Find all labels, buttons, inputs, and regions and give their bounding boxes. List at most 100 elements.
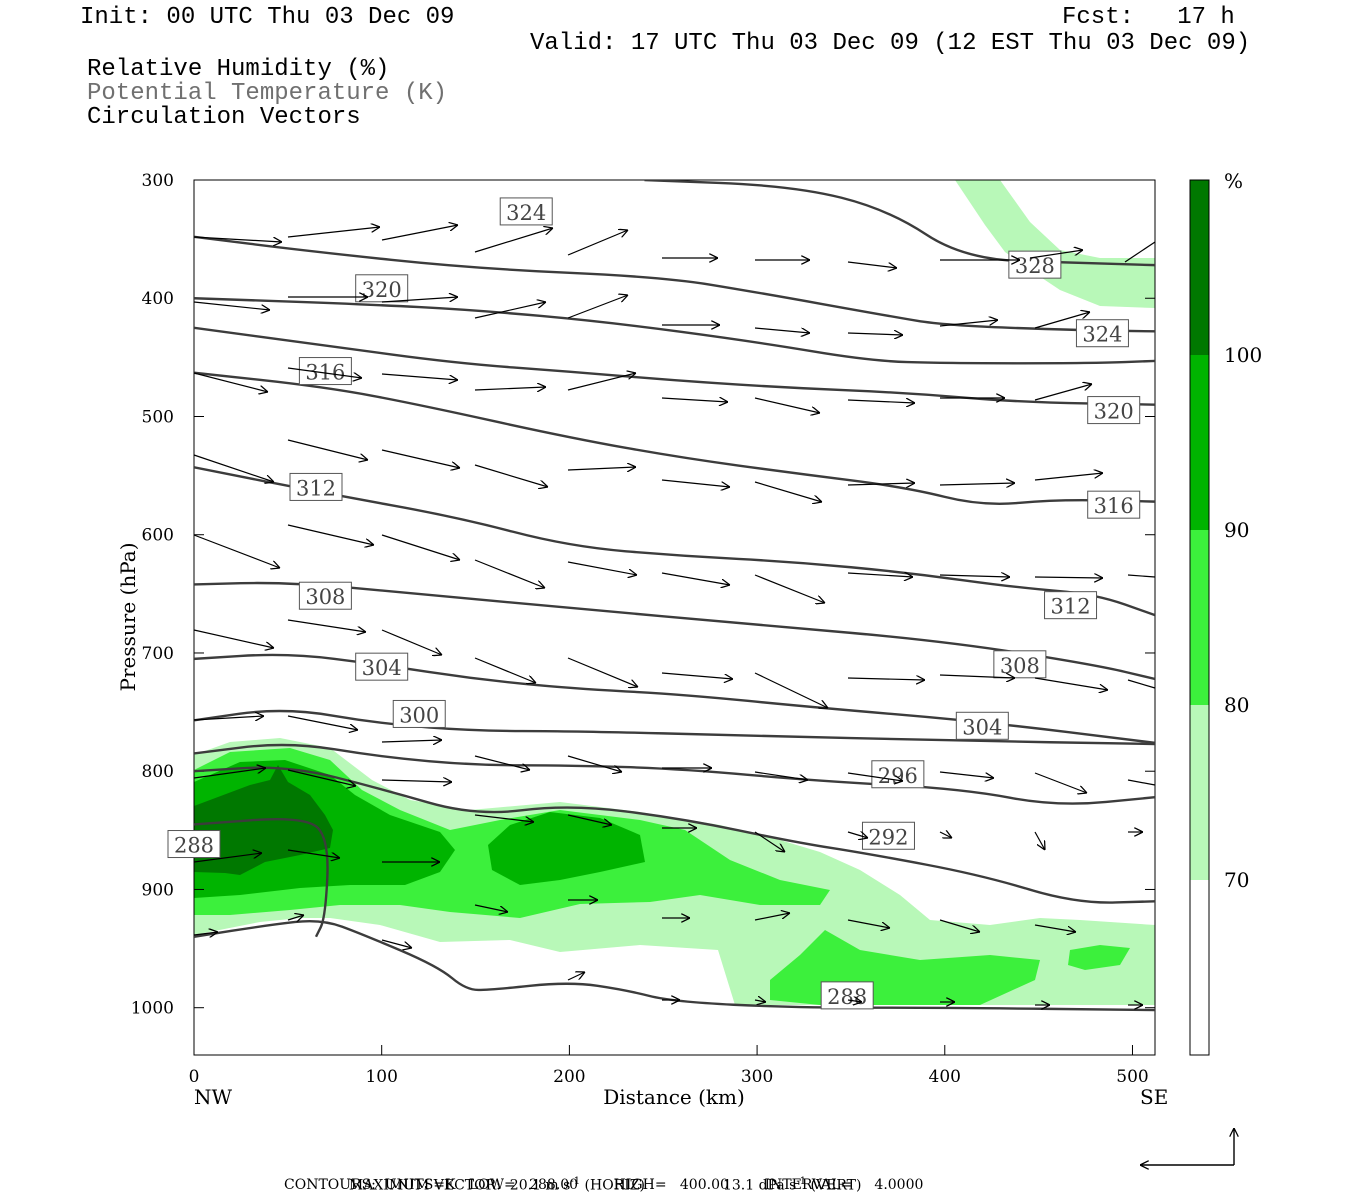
- theta-label-box: [298, 581, 352, 610]
- y-tick-label: 600: [142, 526, 174, 546]
- horiz-tag: (HORIZ): [584, 1177, 645, 1194]
- theta-label-320: 320: [355, 274, 409, 303]
- vector: [1127, 574, 1156, 578]
- vector: [847, 919, 890, 928]
- theta-label-300: 300: [392, 699, 446, 728]
- theta-contour-332: [644, 180, 1155, 267]
- vector: [661, 572, 730, 585]
- vector: [381, 740, 442, 742]
- vector: [939, 675, 1015, 678]
- vector: [287, 367, 362, 378]
- vector: [287, 769, 356, 786]
- vector: [847, 400, 915, 403]
- vector: [567, 561, 637, 575]
- rh-70-region-upper: [955, 180, 1155, 308]
- vector: [567, 755, 622, 772]
- vector: [474, 387, 546, 390]
- theta-label-text: 308: [1000, 654, 1040, 678]
- vector: [381, 373, 458, 380]
- colorbar-swatch-below: [1190, 880, 1209, 1055]
- rh-80-region-c: [1068, 945, 1130, 970]
- vector: [193, 853, 262, 863]
- theta-label-text: 288: [827, 985, 867, 1009]
- y-tick-label: 800: [142, 762, 174, 782]
- y-tick-label: 300: [142, 171, 174, 191]
- vector: [193, 534, 280, 568]
- y-tick-label: 500: [142, 407, 174, 427]
- colorbar-swatch-90: [1190, 355, 1209, 530]
- y-tick-label: 700: [142, 644, 174, 664]
- vector: [847, 573, 913, 577]
- vector: [1034, 677, 1108, 690]
- theta-contour-288: [194, 818, 329, 938]
- theta-label-text: 288: [174, 834, 214, 858]
- colorbar-label-100: 100: [1224, 343, 1262, 367]
- theta-contour-292: [194, 766, 1155, 904]
- vector: [381, 297, 458, 303]
- theta-label-308: 308: [993, 650, 1047, 679]
- vector: [287, 524, 374, 545]
- x-tick-label: 300: [741, 1067, 773, 1087]
- vector: [939, 575, 1010, 577]
- vector: [193, 301, 270, 310]
- vector: [754, 672, 828, 708]
- max-horiz-value: 20.1 m s: [509, 1177, 571, 1194]
- vector: [474, 814, 534, 822]
- vector: [474, 904, 508, 912]
- colorbar-label-80: 80: [1224, 693, 1249, 717]
- max-vector-label: MAXIMUM VECTOR:: [348, 1177, 501, 1194]
- x-tick-label: 500: [1116, 1067, 1148, 1087]
- vector: [754, 831, 785, 852]
- theta-label-text: 316: [1094, 494, 1134, 518]
- vector: [567, 814, 612, 825]
- theta-label-text: 300: [399, 703, 439, 727]
- vector: [381, 225, 458, 241]
- field-theta: Potential Temperature (K): [87, 80, 448, 107]
- theta-label-box: [861, 821, 915, 850]
- forecast-hour: Fcst: 17 h: [1062, 4, 1235, 31]
- vector: [381, 629, 442, 655]
- vector: [1034, 924, 1076, 932]
- theta-label-text: 320: [362, 278, 402, 302]
- theta-label-box: [820, 981, 874, 1010]
- vector: [847, 1000, 862, 1002]
- vector: [754, 574, 825, 603]
- vector: [847, 772, 903, 781]
- vector: [381, 780, 452, 782]
- vector: [847, 483, 915, 485]
- theta-label-box: [1087, 396, 1141, 425]
- vector: [939, 771, 994, 778]
- vector: [1034, 831, 1045, 850]
- y-axis-title: Pressure (hPa): [116, 543, 140, 692]
- vert-tag: (VERT): [810, 1177, 862, 1194]
- theta-label-320: 320: [1087, 396, 1141, 425]
- x-tick-label: 0: [189, 1067, 200, 1087]
- theta-label-292: 292: [861, 821, 915, 850]
- vector: [1034, 772, 1087, 793]
- theta-label-box: [167, 830, 221, 859]
- theta-label-text: 304: [362, 656, 402, 680]
- theta-label-box: [1075, 319, 1129, 348]
- theta-label-324: 324: [1075, 319, 1129, 348]
- theta-label-296: 296: [871, 760, 925, 789]
- theta-contour-320: [194, 326, 1155, 406]
- vector: [474, 464, 548, 487]
- vector: [754, 913, 790, 921]
- axis-ticks: 0 100 200 300 400 500 300 400 500 600 700 800 900 100…: [131, 171, 1155, 1087]
- circulation-vectors: [193, 225, 1156, 1005]
- vector: [193, 236, 282, 242]
- y-tick-label: 400: [142, 289, 174, 309]
- vector: [1127, 679, 1156, 689]
- theta-label-box: [1087, 490, 1141, 519]
- colorbar: % 100 90 80 70: [1189, 169, 1262, 1056]
- vector: [287, 227, 380, 238]
- vector: [754, 327, 810, 333]
- vector: [474, 228, 553, 253]
- vector: [474, 559, 545, 588]
- theta-label-text: 324: [506, 201, 546, 225]
- vector: [1034, 312, 1090, 329]
- vector: [474, 657, 536, 683]
- theta-label-text: 304: [962, 715, 1002, 739]
- theta-label-328: 328: [1008, 250, 1062, 279]
